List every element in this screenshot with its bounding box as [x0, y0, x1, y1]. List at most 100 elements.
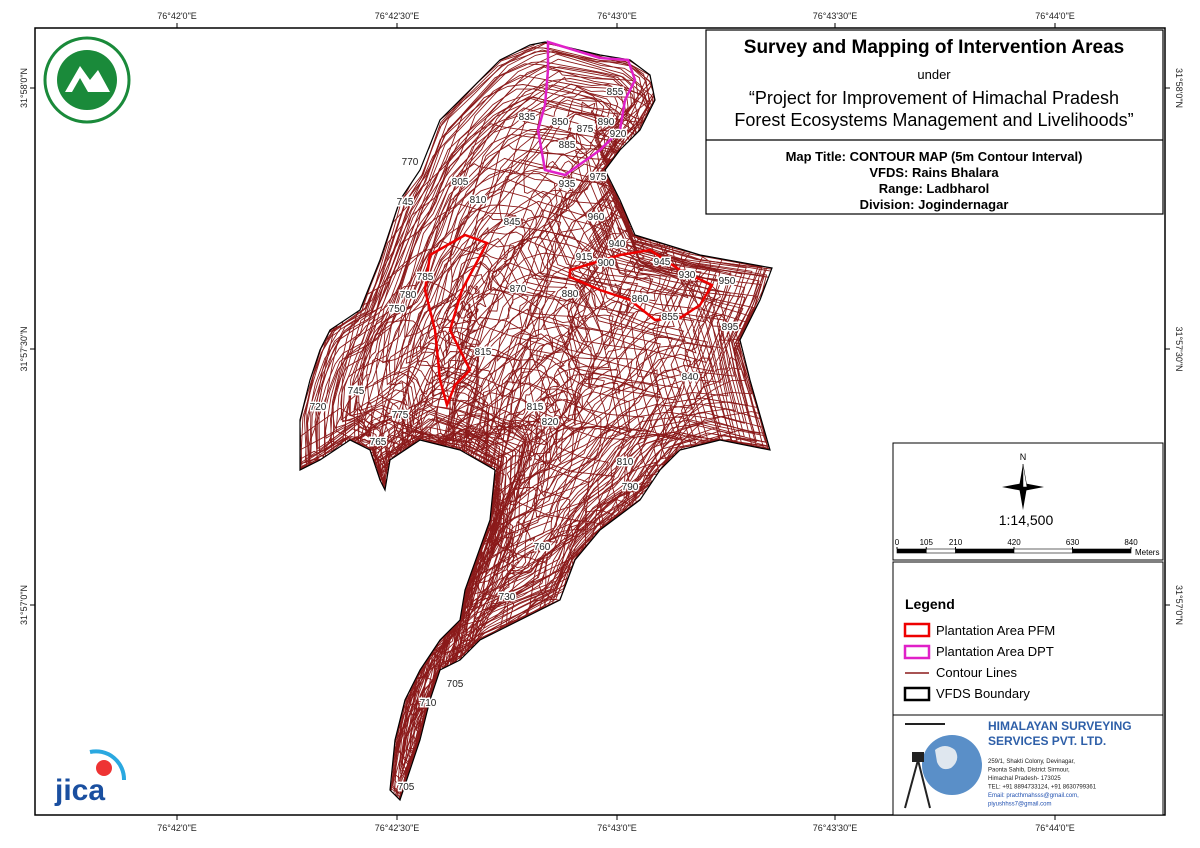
info-line: Map Title: CONTOUR MAP (5m Contour Inter… [786, 149, 1083, 164]
contour-line [545, 97, 622, 218]
contour-line [459, 285, 487, 324]
contour-label: 760 [534, 542, 551, 553]
longitude-label: 76°42'0"E [157, 11, 197, 21]
jica-text: jica [54, 774, 105, 807]
legend-box [892, 561, 1164, 716]
pfm-area [423, 233, 489, 409]
longitude-label: 76°42'30"E [375, 11, 420, 21]
company-name: SERVICES PVT. LTD. [988, 734, 1106, 748]
latitude-label: 31°57'30"N [1174, 326, 1184, 371]
title: Survey and Mapping of Intervention Areas [744, 37, 1124, 58]
contour-label: 805 [452, 177, 469, 188]
pfm-area [568, 248, 714, 322]
contour-line [340, 133, 728, 762]
scale-segment [955, 548, 1015, 554]
contour-line [591, 245, 661, 351]
company-name: HIMALAYAN SURVEYING [988, 719, 1132, 733]
legend-symbol [903, 644, 931, 660]
contour-label: 730 [499, 592, 516, 603]
contour-label: 745 [397, 197, 414, 208]
contour-line [501, 354, 585, 485]
jica-logo: jica [54, 749, 127, 807]
project-line: “Project for Improvement of Himachal Pra… [749, 88, 1119, 108]
scale-unit: Meters [1135, 548, 1159, 557]
contour-label: 855 [662, 312, 679, 323]
legend-label: Plantation Area PFM [936, 623, 1055, 638]
contour-line [514, 376, 572, 462]
legend-symbol [903, 686, 931, 702]
contour-label: 790 [622, 482, 639, 493]
contour-label: 765 [370, 437, 387, 448]
longitude-label: 76°43'30"E [813, 11, 858, 21]
latitude-label: 31°58'0"N [1174, 68, 1184, 108]
contour-line [314, 65, 760, 779]
contour-label: 930 [679, 270, 696, 281]
contour-label: 850 [552, 117, 569, 128]
contour-label: 705 [447, 679, 464, 690]
info-line: Range: Ladbharol [879, 181, 990, 196]
contour-label: 860 [632, 294, 649, 305]
scale-segment [1013, 548, 1073, 554]
contour-label: 720 [310, 402, 327, 413]
contour-label: 815 [527, 402, 544, 413]
contour-label: 820 [542, 417, 559, 428]
company-logo [904, 723, 982, 809]
latitude-label: 31°57'0"N [19, 585, 29, 625]
contour-label: 810 [617, 457, 634, 468]
contour-label: 810 [470, 195, 487, 206]
contour-label: 835 [519, 112, 536, 123]
info-line: VFDS: Rains Bhalara [869, 165, 999, 180]
latitude-label: 31°57'30"N [19, 326, 29, 371]
vfds-boundary [299, 41, 773, 802]
longitude-label: 76°43'0"E [597, 823, 637, 833]
contour-line [317, 159, 714, 787]
contour-label: 785 [417, 272, 434, 283]
contour-label: 935 [559, 179, 576, 190]
legend-label: Plantation Area DPT [936, 644, 1054, 659]
contour-line [306, 96, 744, 796]
scale-tick-label: 105 [920, 538, 934, 547]
legend-title: Legend [905, 596, 955, 612]
legend-label: VFDS Boundary [936, 686, 1030, 701]
contour-line [307, 61, 765, 790]
project-line: Forest Ecosystems Management and Livelih… [734, 110, 1133, 130]
contour-label: 900 [598, 258, 615, 269]
legend-label: Contour Lines [936, 665, 1017, 680]
contour-label: 840 [682, 372, 699, 383]
contour-line [519, 198, 688, 464]
address-line: piyushhss7@gmail.com [988, 802, 1051, 808]
forest-logo [43, 36, 131, 124]
address-line: Paonta Sahib, District Sirmour, [988, 768, 1070, 774]
scale-box [892, 442, 1164, 561]
contour-label: 845 [504, 217, 521, 228]
contour-label: 705 [398, 782, 415, 793]
contour-label: 780 [400, 290, 417, 301]
company-address: 259/1, Shakti Colony, Devinagar, Paonta S… [988, 759, 1097, 808]
connector: under [917, 67, 951, 82]
address-line: Himachal Pradesh- 173025 [988, 776, 1061, 782]
contour-label: 875 [577, 124, 594, 135]
scale-segment [896, 548, 927, 554]
contour-labels: 835 8508758858908559209359758058107707458… [308, 86, 740, 795]
contour-label: 920 [610, 129, 627, 140]
contour-line [489, 334, 599, 506]
scale-ratio: 1:14,500 [999, 512, 1054, 528]
north-label: N [1020, 452, 1027, 462]
contour-label: 710 [420, 698, 437, 709]
longitude-label: 76°44'0"E [1035, 823, 1075, 833]
contour-label: 945 [654, 257, 671, 268]
coordinates: 76°42'0"E 76°42'0"E 76°42'30"E 76°42'30"E 76… [19, 11, 1184, 833]
longitude-label: 76°42'30"E [375, 823, 420, 833]
legend-symbol [903, 622, 931, 638]
contour-label: 770 [402, 157, 419, 168]
contour-label: 950 [719, 276, 736, 287]
longitude-label: 76°44'0"E [1035, 11, 1075, 21]
contour-label: 775 [392, 410, 409, 421]
contour-label: 855 [607, 87, 624, 98]
contour-label: 815 [475, 347, 492, 358]
latitude-label: 31°58'0"N [19, 68, 29, 108]
contour-label: 885 [559, 140, 576, 151]
longitude-label: 76°43'30"E [813, 823, 858, 833]
contour-line [453, 274, 499, 346]
